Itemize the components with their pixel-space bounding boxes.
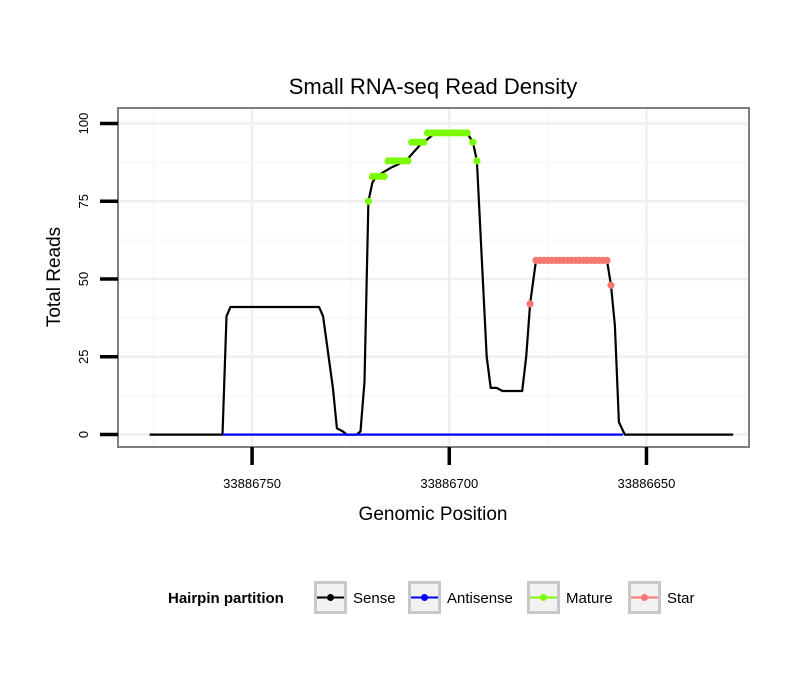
mature-point xyxy=(420,138,428,146)
series-points xyxy=(364,129,615,308)
legend-key-dot xyxy=(540,594,547,601)
y-tick-label: 0 xyxy=(76,431,91,438)
legend-item-sense: Sense xyxy=(314,581,396,614)
x-tick-label: 33886650 xyxy=(618,476,676,491)
mature-point xyxy=(380,172,388,180)
legend-key-dot xyxy=(641,594,648,601)
y-axis-title: Total Reads xyxy=(44,227,65,327)
legend-label: Antisense xyxy=(447,590,513,607)
star-point xyxy=(603,256,611,264)
x-tick-label: 33886700 xyxy=(420,476,478,491)
legend-item-antisense: Antisense xyxy=(408,581,513,614)
y-tick-label: 25 xyxy=(76,350,91,364)
legend: Hairpin partition Sense Antisense Mature St… xyxy=(168,581,695,614)
y-tick-label: 50 xyxy=(76,272,91,286)
legend-key-dot xyxy=(327,594,334,601)
legend-key-dot xyxy=(421,594,428,601)
plot-panel xyxy=(117,107,750,448)
legend-item-star: Star xyxy=(628,581,695,614)
star-point xyxy=(607,281,615,289)
legend-label: Mature xyxy=(566,590,613,607)
mature-point xyxy=(463,129,471,137)
star-point xyxy=(526,300,534,308)
mature-point xyxy=(404,157,412,165)
x-tick-label: 33886750 xyxy=(223,476,281,491)
y-axis: 0 25 50 75 100 xyxy=(76,113,118,438)
legend-label: Sense xyxy=(353,590,396,607)
mature-point xyxy=(469,138,477,146)
y-tick-label: 75 xyxy=(76,194,91,208)
mature-point xyxy=(364,197,372,205)
x-axis: 33886750 33886700 33886650 xyxy=(223,447,675,491)
y-tick-label: 100 xyxy=(76,113,91,135)
legend-item-mature: Mature xyxy=(527,581,613,614)
legend-label: Star xyxy=(667,590,695,607)
mature-point xyxy=(473,157,481,165)
x-axis-title: Genomic Position xyxy=(359,504,508,525)
legend-title: Hairpin partition xyxy=(168,590,284,607)
chart-title: Small RNA-seq Read Density xyxy=(289,74,578,99)
